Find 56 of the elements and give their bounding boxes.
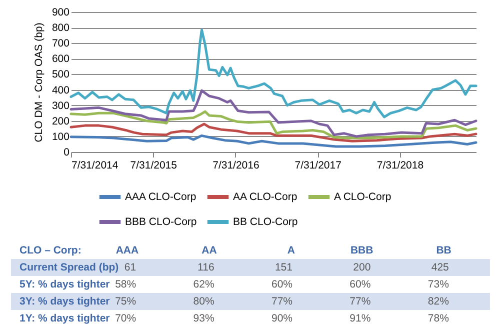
x-tick-label: 7/31/2017 bbox=[294, 160, 342, 172]
text: 61 bbox=[124, 262, 136, 274]
y-tick-label: 400 bbox=[52, 84, 70, 96]
x-tick-label: 7/31/2014 bbox=[72, 160, 118, 172]
legend-label: AAA CLO-Corp bbox=[125, 191, 196, 203]
category-label: BB bbox=[436, 244, 452, 256]
text: 78% bbox=[428, 312, 449, 324]
text: 70% bbox=[115, 312, 136, 324]
line-series bbox=[70, 89, 478, 138]
category-label: BBB bbox=[350, 244, 374, 256]
text: 82% bbox=[428, 296, 449, 308]
text: 91% bbox=[350, 312, 371, 324]
legend-label: BB CLO-Corp bbox=[233, 216, 298, 228]
legend-label: AA CLO-Corp bbox=[233, 191, 298, 203]
text: 73% bbox=[428, 278, 449, 290]
text: CLO – Corp: bbox=[20, 244, 82, 256]
y-tick-label: 700 bbox=[52, 38, 70, 50]
category-label: Current Spread (bp) bbox=[20, 262, 119, 274]
category-label: 3Y: % days tighter bbox=[20, 296, 110, 308]
line-series bbox=[70, 134, 478, 148]
legend-label: BBB CLO-Corp bbox=[125, 216, 197, 228]
text: 60% bbox=[350, 278, 371, 290]
y-tick-label: 100 bbox=[52, 130, 70, 143]
category-label: AAA bbox=[116, 244, 140, 256]
text: 80% bbox=[193, 296, 214, 308]
x-tick-label: 7/31/2015 bbox=[130, 160, 178, 172]
text: 93% bbox=[193, 312, 214, 324]
y-tick-label: 800 bbox=[52, 22, 70, 34]
line-series bbox=[70, 122, 478, 142]
text: 425 bbox=[431, 262, 449, 274]
y-axis-title: CLO DM - Corp OAS (bp) bbox=[32, 22, 45, 142]
text: 77% bbox=[271, 296, 292, 308]
x-tick-label: 7/31/2016 bbox=[212, 160, 260, 172]
category-label: 1Y: % days tighter bbox=[20, 312, 110, 324]
category-label: A bbox=[287, 244, 296, 256]
text: 60% bbox=[271, 278, 292, 290]
text: 77% bbox=[350, 296, 371, 308]
text: 200 bbox=[353, 262, 371, 274]
line-series bbox=[70, 110, 478, 140]
legend-label: A CLO-Corp bbox=[334, 191, 392, 203]
y-tick-label: 300 bbox=[52, 100, 70, 112]
line-series bbox=[70, 28, 478, 118]
y-tick-label: 0 bbox=[64, 146, 70, 158]
text: 151 bbox=[274, 262, 292, 274]
y-tick-label: 600 bbox=[52, 53, 70, 66]
text: 116 bbox=[198, 262, 214, 274]
y-tick-label: 500 bbox=[52, 68, 70, 81]
text: 75% bbox=[115, 296, 136, 308]
x-tick-label: 7/31/2018 bbox=[376, 160, 424, 172]
category-label: 5Y: % days tighter bbox=[20, 278, 110, 290]
category-label: AA bbox=[202, 244, 218, 256]
y-tick-label: 900 bbox=[52, 6, 70, 18]
text: 62% bbox=[193, 278, 214, 290]
text: 90% bbox=[271, 312, 292, 324]
y-tick-label: 200 bbox=[52, 115, 70, 128]
text: 58% bbox=[115, 278, 136, 290]
